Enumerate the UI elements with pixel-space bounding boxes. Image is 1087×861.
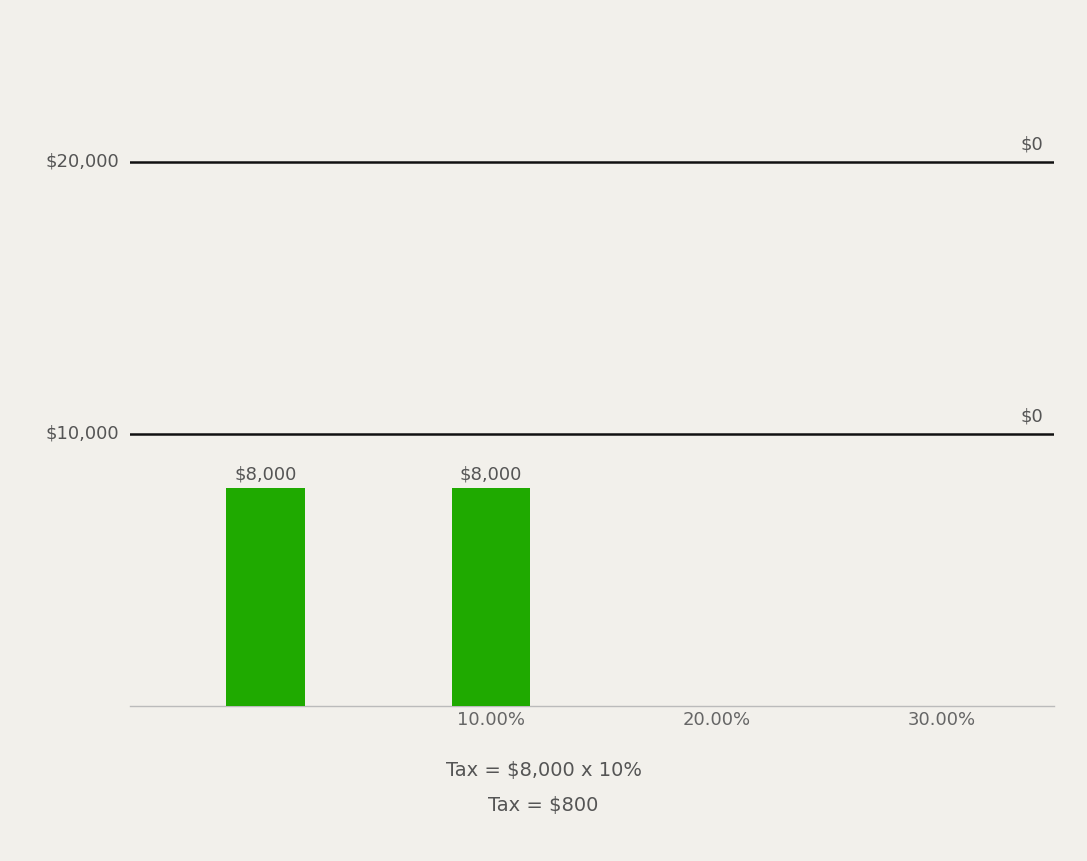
Text: Tax = $800: Tax = $800: [488, 796, 599, 815]
Bar: [451, 488, 530, 706]
Text: $20,000: $20,000: [46, 153, 120, 170]
Text: $0: $0: [1021, 408, 1044, 426]
Bar: [226, 488, 305, 706]
Text: $8,000: $8,000: [235, 466, 297, 484]
Text: Tax = $8,000 x 10%: Tax = $8,000 x 10%: [446, 761, 641, 780]
Text: $8,000: $8,000: [460, 466, 522, 484]
Text: $10,000: $10,000: [46, 425, 120, 443]
Text: $0: $0: [1021, 136, 1044, 154]
